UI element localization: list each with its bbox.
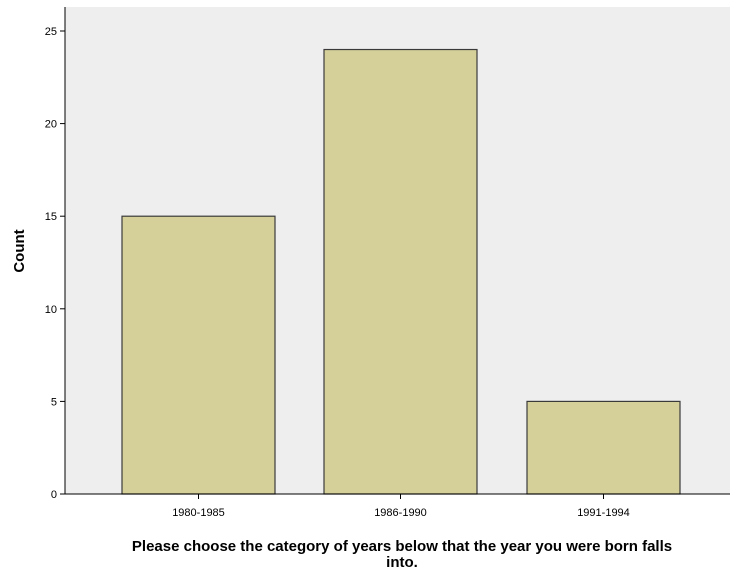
x-tick-label-1991-1994: 1991-1994: [577, 507, 630, 519]
bar-1991-1994: [526, 400, 681, 495]
x-axis-title-line-2: into.: [386, 554, 418, 571]
y-tick-label: 0: [51, 489, 57, 501]
y-axis-title: Count: [11, 229, 28, 272]
y-tick-label: 25: [45, 26, 57, 38]
x-axis: 1980-1985 1986-1990 1991-1994: [65, 493, 730, 519]
bar-1980-1985: [121, 215, 276, 495]
y-tick-label: 5: [51, 396, 57, 408]
bars-group: [121, 48, 681, 495]
x-tick-label-1980-1985: 1980-1985: [172, 507, 225, 519]
y-tick-label: 15: [45, 211, 57, 223]
y-axis: 0 5 10 15 20 25: [45, 7, 66, 501]
x-axis-title-line-1: Please choose the category of years belo…: [132, 538, 672, 555]
x-tick-label-1986-1990: 1986-1990: [374, 507, 427, 519]
bar-1986-1990: [323, 48, 478, 495]
y-tick-label: 10: [45, 304, 57, 316]
y-tick-label: 20: [45, 119, 57, 131]
